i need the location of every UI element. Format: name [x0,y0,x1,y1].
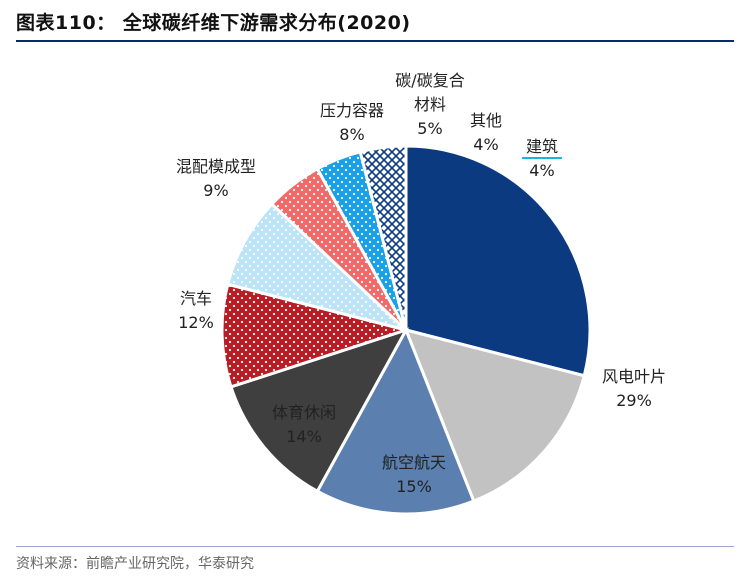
slice-value-label: 29% [616,391,652,410]
slice-value-label: 4% [529,161,554,180]
source-note: 资料来源：前瞻产业研究院，华泰研究 [16,556,254,572]
pie-slice [229,327,410,494]
slice-value-label: 5% [417,119,442,138]
slice-category-label: 材料 [414,95,446,114]
source-rule [16,546,734,547]
pie-slices [220,144,592,516]
slice-value-label: 15% [396,477,432,496]
slice-category-label: 建筑 [526,137,558,156]
slice-category-label: 碳/碳复合 [395,71,464,90]
pie-labels: 风电叶片 29% 航空航天 15% 体育休闲 14% 汽车 12% 混配模成型 9% 压力容器 8% 碳… [176,71,666,496]
slice-category-label: 汽车 [180,289,212,308]
page-title: 图表110： 全球碳纤维下游需求分布(2020) [16,12,411,34]
pie-slice [404,144,592,378]
pie-slice [358,144,408,331]
slice-category-label: 混配模成型 [176,157,256,176]
pie-slice [220,282,412,389]
slice-value-label: 9% [203,181,228,200]
slice-value-label: 8% [339,125,364,144]
slice-value-label: 14% [286,427,322,446]
slice-category-label: 压力容器 [320,101,384,120]
slice-category-label: 体育休闲 [272,403,336,422]
pie-slice [225,201,408,332]
pie-slice [315,326,476,516]
slice-category-label: 航空航天 [382,453,446,472]
slice-category-label: 其他 [470,111,502,130]
title-rule [16,40,734,42]
slice-value-label: 4% [473,135,498,154]
pie-slice [403,327,587,504]
slice-category-label: 风电叶片 [602,367,666,386]
slice-value-label: 12% [178,313,214,332]
